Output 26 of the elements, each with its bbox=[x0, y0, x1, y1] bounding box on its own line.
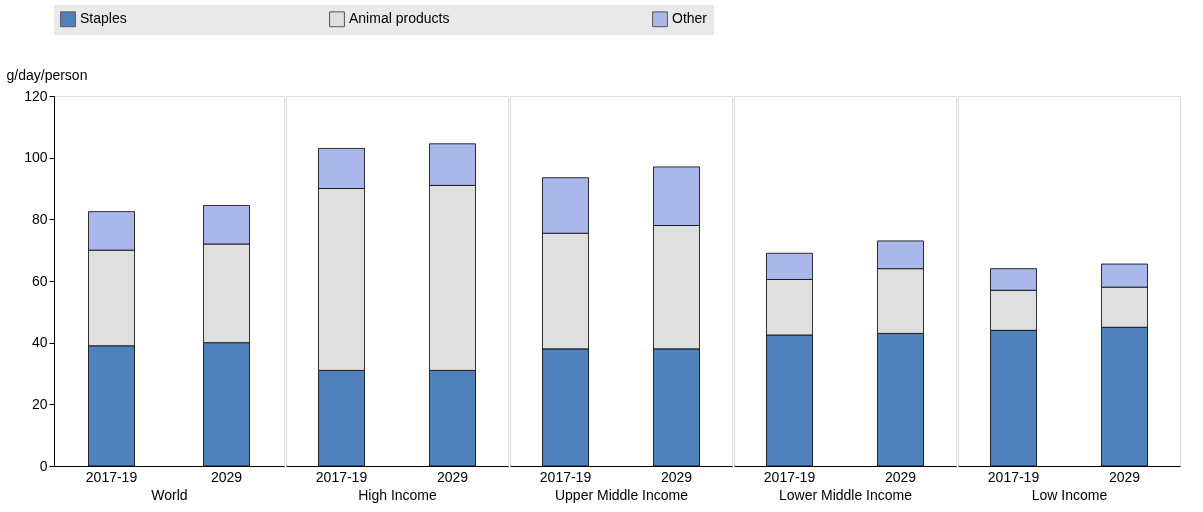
x-axis-title: Low Income bbox=[1031, 486, 1108, 503]
x-tick-label: 2029 bbox=[436, 468, 469, 485]
x-tick-label: 2017-19 bbox=[539, 468, 592, 485]
y-tick-label: 40 bbox=[31, 334, 48, 351]
x-axis-title: Lower Middle Income bbox=[778, 486, 913, 503]
y-tick-label: 120 bbox=[24, 87, 48, 104]
x-tick-label: 2017-19 bbox=[85, 468, 138, 485]
x-axis-title: World bbox=[151, 486, 188, 503]
x-axis-title: High Income bbox=[358, 486, 438, 503]
y-tick-label: 100 bbox=[24, 149, 48, 166]
y-tick-label: 60 bbox=[31, 272, 48, 289]
x-tick-label: 2029 bbox=[884, 468, 917, 485]
legend-label: Staples bbox=[80, 10, 127, 27]
x-tick-label: 2029 bbox=[210, 468, 243, 485]
legend-label: Other bbox=[672, 10, 708, 27]
y-tick-label: 80 bbox=[31, 210, 48, 227]
x-tick-label: 2017-19 bbox=[987, 468, 1040, 485]
y-tick-label: 0 bbox=[39, 457, 48, 474]
x-tick-label: 2029 bbox=[1108, 468, 1141, 485]
x-tick-label: 2029 bbox=[660, 468, 693, 485]
x-axis-title: Upper Middle Income bbox=[554, 486, 689, 503]
y-tick-label: 20 bbox=[31, 395, 48, 412]
x-tick-label: 2017-19 bbox=[763, 468, 816, 485]
x-tick-label: 2017-19 bbox=[315, 468, 368, 485]
legend-label: Animal products bbox=[349, 10, 450, 27]
y-axis-title: g/day/person bbox=[6, 66, 88, 83]
